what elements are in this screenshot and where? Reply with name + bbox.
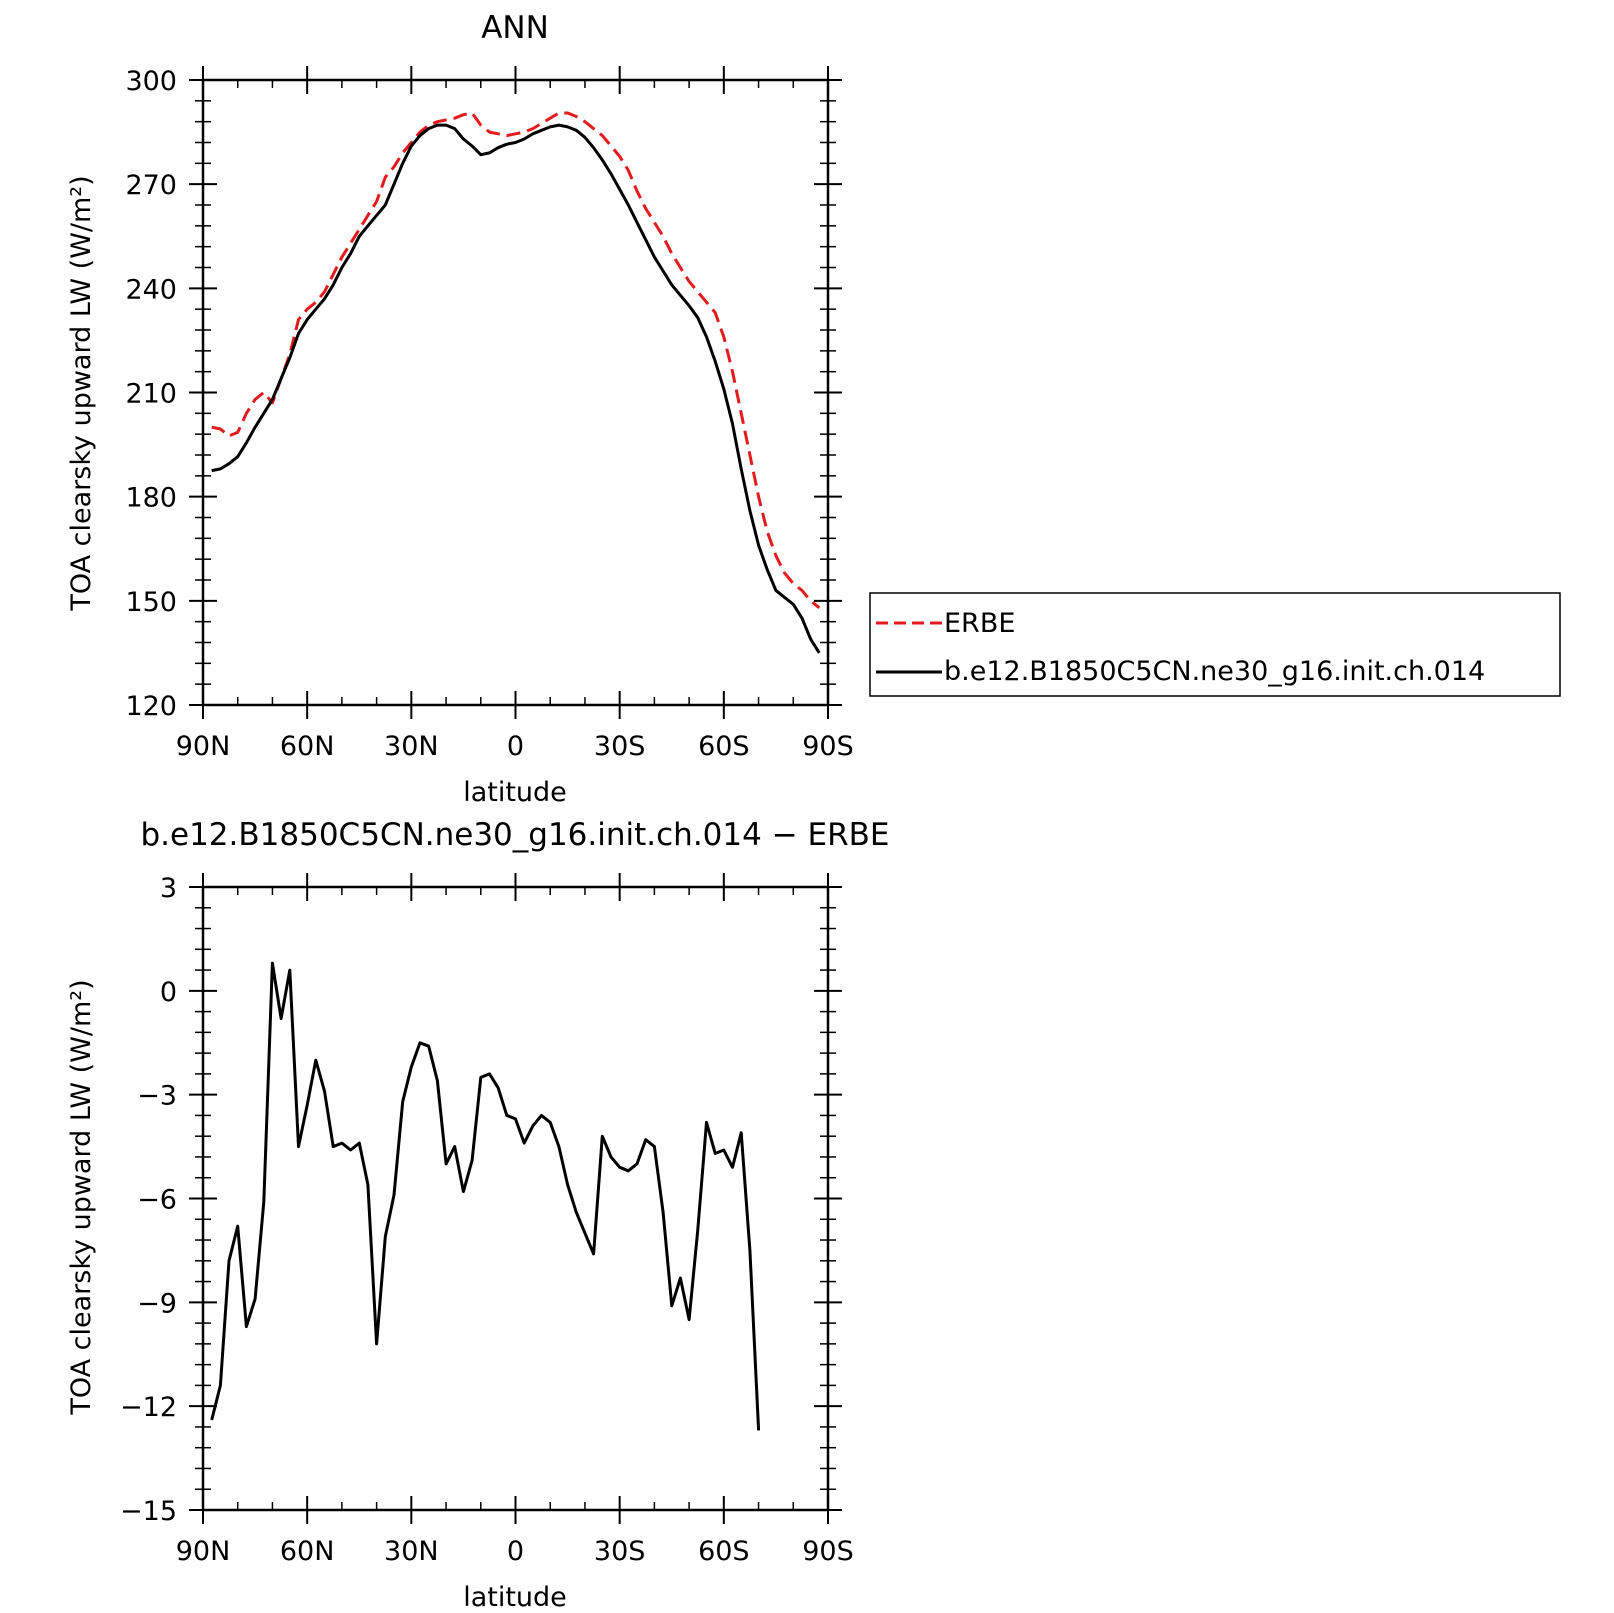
x-tick-label: 0 (507, 731, 524, 762)
x-tick-label: 90N (176, 1536, 231, 1567)
legend-box (869, 592, 1561, 697)
x-tick-label: 90N (176, 731, 231, 762)
ticks: 90N 60N 30N 0 30S 60S 90S −15 −12 −9 −6 −3 0 3 (120, 873, 854, 1567)
y-axis-label: TOA clearsky upward LW (W/m²) (66, 175, 97, 611)
y-tick-label: 300 (125, 66, 177, 97)
x-tick-label: 30N (384, 1536, 439, 1567)
x-tick-label: 90S (802, 731, 854, 762)
series-line-erbe (211, 111, 821, 609)
series-lines (211, 111, 821, 654)
x-tick-label: 90S (802, 1536, 854, 1567)
y-tick-label: 270 (125, 170, 177, 201)
x-tick-label: 30S (594, 1536, 646, 1567)
y-tick-label: 210 (125, 379, 177, 410)
chart-title: ANN (481, 10, 549, 46)
series-line-model (211, 123, 821, 654)
legend: ERBE b.e12.B1850C5CN.ne30_g16.init.ch.01… (869, 592, 1561, 697)
y-tick-label: −6 (137, 1185, 177, 1216)
y-tick-label: −15 (120, 1496, 177, 1527)
y-tick-label: 240 (125, 274, 177, 305)
chart-title: b.e12.B1850C5CN.ne30_g16.init.ch.014 − E… (140, 817, 889, 853)
y-tick-label: −12 (120, 1392, 177, 1423)
y-tick-label: 0 (160, 977, 177, 1008)
y-tick-label: 3 (160, 873, 177, 904)
x-axis-label: latitude (463, 777, 567, 808)
y-tick-label: 120 (125, 691, 177, 722)
y-tick-label: −3 (137, 1081, 177, 1112)
x-tick-label: 60S (698, 1536, 750, 1567)
y-tick-label: 180 (125, 483, 177, 514)
ticks: 90N 60N 30N 0 30S 60S 90S 120 150 180 210 240 270 300 (125, 66, 854, 762)
y-tick-label: −9 (137, 1288, 177, 1319)
chart-annual-zonal-mean: ANN latitude TOA clearsky upward LW (W/m… (66, 10, 854, 808)
series-line-difference (210, 961, 761, 1431)
x-tick-label: 30N (384, 731, 439, 762)
x-tick-label: 60S (698, 731, 750, 762)
series-lines (210, 961, 761, 1431)
legend-label-model: b.e12.B1850C5CN.ne30_g16.init.ch.014 (944, 656, 1485, 687)
y-tick-label: 150 (125, 587, 177, 618)
plot-frame (201, 885, 830, 1512)
x-tick-label: 30S (594, 731, 646, 762)
x-axis-label: latitude (463, 1582, 567, 1613)
x-tick-label: 60N (280, 731, 335, 762)
legend-label-erbe: ERBE (944, 608, 1015, 639)
plot-frame (201, 78, 830, 707)
x-tick-label: 0 (507, 1536, 524, 1567)
y-axis-label: TOA clearsky upward LW (W/m²) (66, 979, 97, 1415)
x-tick-label: 60N (280, 1536, 335, 1567)
chart-difference: b.e12.B1850C5CN.ne30_g16.init.ch.014 − E… (66, 817, 890, 1613)
